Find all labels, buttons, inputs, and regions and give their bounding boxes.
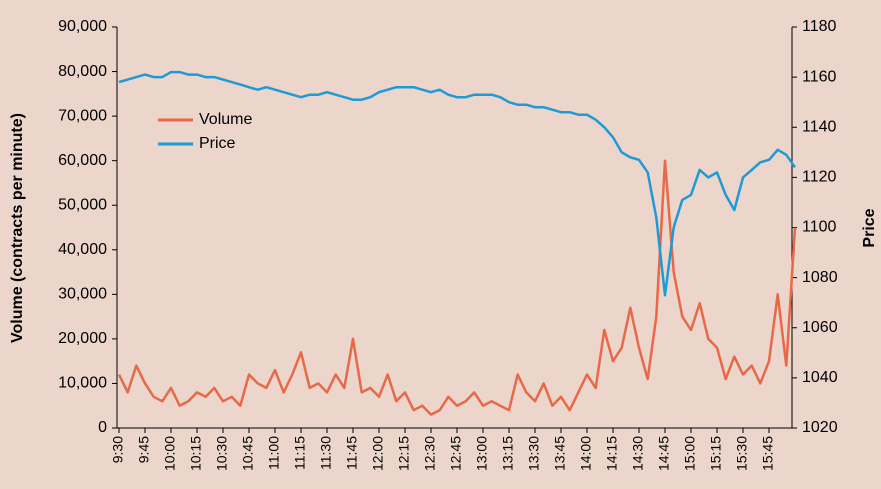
series-line bbox=[118, 70, 797, 297]
x-tick-label: 12:15 bbox=[396, 436, 412, 471]
series-line bbox=[117, 159, 797, 416]
legend-label: Price bbox=[199, 135, 236, 152]
x-tick-label: 14:15 bbox=[604, 436, 620, 471]
x-tick-label: 11:15 bbox=[292, 436, 308, 470]
y2-tick-label: 1020 bbox=[802, 419, 838, 436]
y2-tick-label: 1120 bbox=[802, 169, 837, 186]
x-tick-label: 11:00 bbox=[266, 436, 282, 470]
x-tick-label: 11:45 bbox=[344, 436, 360, 470]
y-tick-label: 30,000 bbox=[58, 286, 107, 303]
y-axis-label: Volume (contracts per minute) bbox=[9, 113, 26, 343]
x-tick-label: 12:00 bbox=[370, 436, 386, 471]
y-tick-label: 10,000 bbox=[58, 375, 107, 392]
x-tick-label: 14:45 bbox=[656, 436, 672, 471]
y2-tick-label: 1160 bbox=[802, 68, 837, 85]
x-tick-label: 12:45 bbox=[448, 436, 464, 471]
y2-tick-label: 1040 bbox=[802, 369, 838, 386]
x-tick-label: 13:30 bbox=[526, 436, 542, 471]
y-tick-label: 0 bbox=[98, 419, 107, 436]
x-tick-label: 10:30 bbox=[214, 436, 230, 471]
x-tick-label: 15:15 bbox=[708, 436, 724, 471]
x-tick-label: 9:30 bbox=[110, 436, 126, 463]
x-tick-label: 14:30 bbox=[630, 436, 646, 471]
x-tick-label: 10:00 bbox=[162, 436, 178, 471]
y2-tick-label: 1140 bbox=[802, 118, 837, 135]
y-tick-label: 80,000 bbox=[58, 63, 107, 80]
x-tick-label: 15:45 bbox=[760, 436, 776, 471]
x-tick-label: 15:30 bbox=[734, 436, 750, 471]
y-tick-label: 90,000 bbox=[58, 18, 107, 35]
y2-axis-label: Price bbox=[861, 208, 878, 247]
x-tick-label: 12:30 bbox=[422, 436, 438, 471]
x-tick-label: 14:00 bbox=[578, 436, 594, 471]
y-tick-label: 70,000 bbox=[58, 107, 107, 124]
x-tick-label: 13:15 bbox=[500, 436, 516, 471]
y-tick-label: 40,000 bbox=[58, 241, 107, 258]
x-tick-label: 11:30 bbox=[318, 436, 334, 470]
y2-tick-label: 1060 bbox=[802, 319, 838, 336]
legend-label: Volume bbox=[199, 111, 252, 128]
x-tick-label: 13:00 bbox=[474, 436, 490, 471]
x-tick-label: 9:45 bbox=[136, 436, 152, 463]
y-tick-label: 60,000 bbox=[58, 152, 107, 169]
x-tick-label: 10:15 bbox=[188, 436, 204, 471]
y2-tick-label: 1080 bbox=[802, 269, 838, 286]
y-tick-label: 20,000 bbox=[58, 330, 107, 347]
x-tick-label: 10:45 bbox=[240, 436, 256, 471]
y2-tick-label: 1180 bbox=[802, 18, 837, 35]
x-tick-label: 13:45 bbox=[552, 436, 568, 471]
y-tick-label: 50,000 bbox=[58, 196, 107, 213]
y2-tick-label: 1100 bbox=[802, 219, 837, 236]
x-tick-label: 15:00 bbox=[682, 436, 698, 471]
